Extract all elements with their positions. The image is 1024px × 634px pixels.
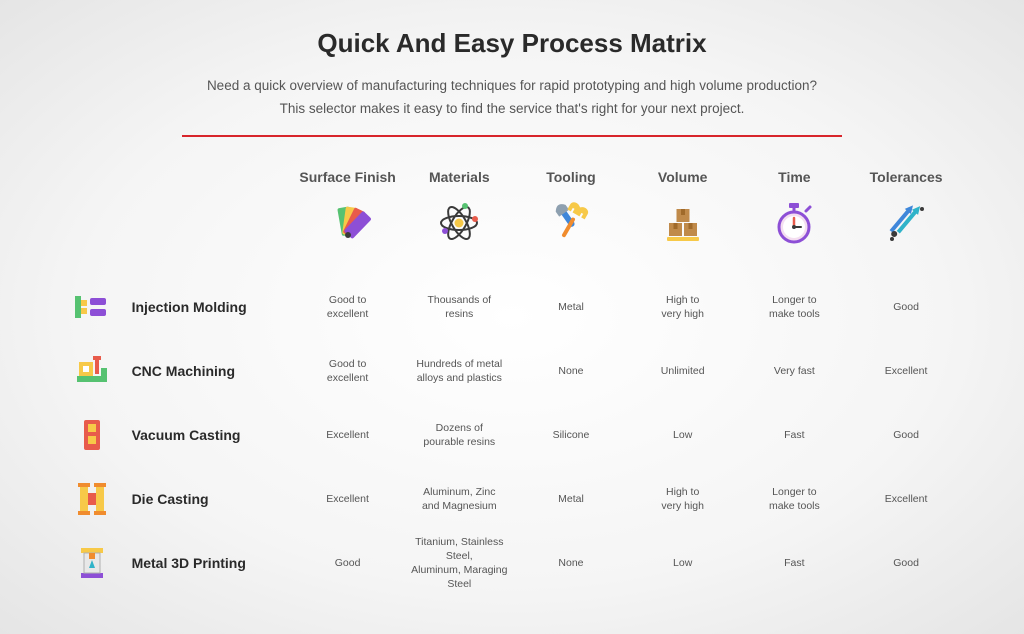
cell: Excellent <box>292 403 404 467</box>
cell: Excellent <box>292 467 404 531</box>
cell: Good <box>292 531 404 595</box>
col-head-tolerances: Tolerances <box>850 169 962 199</box>
die-casting-icon <box>62 467 122 531</box>
cell: Excellent <box>850 339 962 403</box>
cell: Very fast <box>739 339 851 403</box>
vacuum-casting-icon <box>62 403 122 467</box>
page-subtitle: Need a quick overview of manufacturing t… <box>162 75 862 121</box>
row-cnc-machining: CNC Machining Good toexcellent Hundreds … <box>62 339 962 403</box>
cell: Low <box>627 531 739 595</box>
tolerances-icon <box>850 199 962 275</box>
col-head-time: Time <box>739 169 851 199</box>
column-icon-row <box>62 199 962 275</box>
cell: Metal <box>515 275 627 339</box>
subtitle-line-2: This selector makes it easy to find the … <box>280 101 745 116</box>
cell: Thousands ofresins <box>403 275 515 339</box>
process-matrix: Surface Finish Materials Tooling Volume … <box>62 169 962 595</box>
cell: Hundreds of metalalloys and plastics <box>403 339 515 403</box>
materials-icon <box>403 199 515 275</box>
row-name: Metal 3D Printing <box>122 531 292 595</box>
row-die-casting: Die Casting Excellent Aluminum, Zincand … <box>62 467 962 531</box>
row-name: CNC Machining <box>122 339 292 403</box>
col-head-materials: Materials <box>403 169 515 199</box>
row-injection-molding: Injection Molding Good toexcellent Thous… <box>62 275 962 339</box>
surface-finish-icon <box>292 199 404 275</box>
cell: Fast <box>739 531 851 595</box>
cell: None <box>515 531 627 595</box>
cell: Good <box>850 403 962 467</box>
cell: Excellent <box>850 467 962 531</box>
injection-molding-icon <box>62 275 122 339</box>
cell: Fast <box>739 403 851 467</box>
cell: Low <box>627 403 739 467</box>
cell: Good toexcellent <box>292 339 404 403</box>
cell: Aluminum, Zincand Magnesium <box>403 467 515 531</box>
column-header-row: Surface Finish Materials Tooling Volume … <box>62 169 962 199</box>
row-name: Vacuum Casting <box>122 403 292 467</box>
cell: Titanium, Stainless Steel,Aluminum, Mara… <box>403 531 515 595</box>
col-head-tooling: Tooling <box>515 169 627 199</box>
subtitle-line-1: Need a quick overview of manufacturing t… <box>207 78 817 93</box>
col-head-volume: Volume <box>627 169 739 199</box>
metal-3d-printing-icon <box>62 531 122 595</box>
cell: Good <box>850 531 962 595</box>
col-head-surface: Surface Finish <box>292 169 404 199</box>
cell: Longer tomake tools <box>739 467 851 531</box>
cell: High tovery high <box>627 467 739 531</box>
cell: Metal <box>515 467 627 531</box>
volume-icon <box>627 199 739 275</box>
cell: Good toexcellent <box>292 275 404 339</box>
cell: Silicone <box>515 403 627 467</box>
row-vacuum-casting: Vacuum Casting Excellent Dozens ofpourab… <box>62 403 962 467</box>
tooling-icon <box>515 199 627 275</box>
cell: None <box>515 339 627 403</box>
row-name: Die Casting <box>122 467 292 531</box>
time-icon <box>739 199 851 275</box>
cell: Good <box>850 275 962 339</box>
cnc-machining-icon <box>62 339 122 403</box>
page-title: Quick And Easy Process Matrix <box>40 28 984 59</box>
row-name: Injection Molding <box>122 275 292 339</box>
divider <box>182 135 842 137</box>
cell: High tovery high <box>627 275 739 339</box>
cell: Unlimited <box>627 339 739 403</box>
row-metal-3d-printing: Metal 3D Printing Good Titanium, Stainle… <box>62 531 962 595</box>
cell: Longer tomake tools <box>739 275 851 339</box>
cell: Dozens ofpourable resins <box>403 403 515 467</box>
